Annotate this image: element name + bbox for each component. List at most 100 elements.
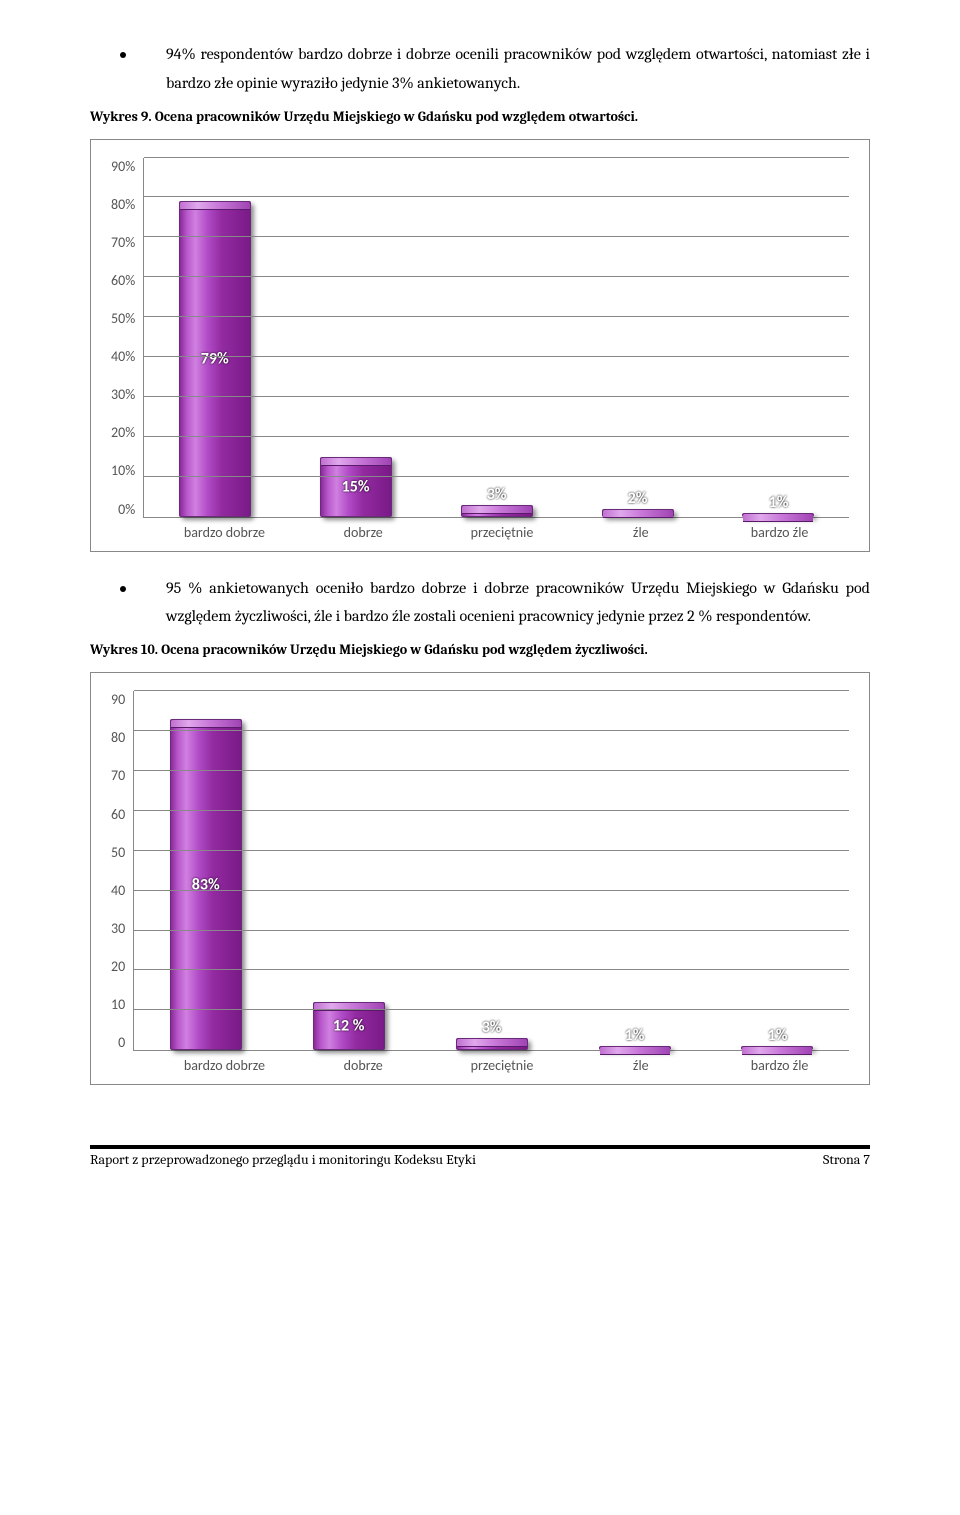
chart-2-bar-wrap: 1% bbox=[740, 691, 814, 1050]
chart-1-inner: 90%80%70%60%50%40%30%20%10%0% 79%15%3%2%… bbox=[111, 158, 849, 518]
chart-2-y-tick: 40 bbox=[111, 882, 125, 899]
footer-right-text: Strona 7 bbox=[823, 1151, 870, 1168]
chart-2-bars: 83% 12 % 3% 1% 1% bbox=[134, 691, 849, 1050]
chart-2-x-tick: przeciętnie bbox=[433, 1057, 572, 1074]
chart-2-bar-value-label: 83% bbox=[171, 875, 241, 894]
chart-2-bar-wrap: 83% bbox=[169, 691, 243, 1050]
chart-1-bar-column: 2% bbox=[567, 158, 708, 517]
chart-2-y-tick: 30 bbox=[111, 920, 125, 937]
chart-2-bar-wrap: 3% bbox=[455, 691, 529, 1050]
chart-1-y-tick: 60% bbox=[111, 272, 135, 289]
chart-2-bar: 1% bbox=[741, 1046, 813, 1050]
chart-2-bar-column: 83% bbox=[134, 691, 277, 1050]
chart-1-x-tick: bardzo źle bbox=[710, 524, 849, 541]
chart-2-y-tick: 20 bbox=[111, 958, 125, 975]
chart-1-bar-value-label: 2% bbox=[603, 489, 673, 510]
chart-2-bar-column: 12 % bbox=[277, 691, 420, 1050]
chart-1-bar-wrap: 3% bbox=[460, 158, 534, 517]
chart-1-bar-wrap: 79% bbox=[178, 158, 252, 517]
chart-2-y-tick: 0 bbox=[118, 1034, 125, 1051]
chart-2-gridline bbox=[134, 890, 849, 891]
chart-2-gridline bbox=[134, 930, 849, 931]
chart-1-caption: Wykres 9. Ocena pracowników Urzędu Miejs… bbox=[90, 108, 870, 125]
chart-2-gridline bbox=[134, 969, 849, 970]
chart-1-gridline bbox=[144, 356, 849, 357]
chart-1: 90%80%70%60%50%40%30%20%10%0% 79%15%3%2%… bbox=[90, 139, 870, 552]
chart-2-bar-value-label: 12 % bbox=[314, 1017, 384, 1036]
chart-2-gridline bbox=[134, 850, 849, 851]
chart-1-bar-fill: 79% bbox=[179, 201, 251, 516]
chart-1-gridline bbox=[144, 236, 849, 237]
chart-1-gridline bbox=[144, 276, 849, 277]
page-footer: Raport z przeprowadzonego przeglądu i mo… bbox=[90, 1145, 870, 1168]
chart-2-gridline bbox=[134, 690, 849, 691]
chart-1-bar-bevel bbox=[462, 506, 532, 514]
chart-1-x-tick: bardzo dobrze bbox=[155, 524, 294, 541]
bullet-icon bbox=[120, 52, 126, 58]
chart-2-bar-wrap: 1% bbox=[598, 691, 672, 1050]
chart-1-bar-column: 79% bbox=[144, 158, 285, 517]
chart-2-y-tick: 80 bbox=[111, 729, 125, 746]
chart-2-x-tick: źle bbox=[571, 1057, 710, 1074]
paragraph-2: 95 % ankietowanych oceniło bardzo dobrze… bbox=[90, 574, 870, 632]
chart-1-bar-column: 1% bbox=[708, 158, 849, 517]
chart-2-bar-value-label: 1% bbox=[742, 1026, 812, 1047]
chart-2-bar-bevel bbox=[457, 1039, 527, 1047]
chart-2-bar: 83% bbox=[170, 719, 242, 1050]
chart-2-bar-bevel bbox=[600, 1047, 670, 1055]
chart-2-bar-value-label: 1% bbox=[600, 1026, 670, 1047]
chart-2-bar-bevel bbox=[742, 1047, 812, 1055]
chart-1-gridline bbox=[144, 196, 849, 197]
chart-1-bar-bevel bbox=[603, 510, 673, 518]
chart-1-x-tick: przeciętnie bbox=[433, 524, 572, 541]
chart-2-y-axis: 9080706050403020100 bbox=[111, 691, 133, 1051]
footer-left-text: Raport z przeprowadzonego przeglądu i mo… bbox=[90, 1151, 476, 1168]
chart-1-y-tick: 0% bbox=[118, 501, 135, 518]
chart-2-y-tick: 90 bbox=[111, 691, 125, 708]
chart-1-bar-bevel bbox=[321, 458, 391, 466]
chart-1-gridline bbox=[144, 436, 849, 437]
chart-1-bar-wrap: 15% bbox=[319, 158, 393, 517]
chart-2-x-tick: bardzo źle bbox=[710, 1057, 849, 1074]
chart-1-bar-fill: 3% bbox=[461, 505, 533, 517]
chart-2-gridline bbox=[134, 730, 849, 731]
chart-2-x-tick: dobrze bbox=[294, 1057, 433, 1074]
chart-2-y-tick: 60 bbox=[111, 806, 125, 823]
chart-2-bar-column: 3% bbox=[420, 691, 563, 1050]
chart-2-y-tick: 70 bbox=[111, 767, 125, 784]
paragraph-1-text: 94% respondentów bardzo dobrze i dobrze … bbox=[166, 40, 870, 98]
chart-2-caption: Wykres 10. Ocena pracowników Urzędu Miej… bbox=[90, 641, 870, 658]
chart-1-bar-fill: 2% bbox=[602, 509, 674, 517]
paragraph-2-text: 95 % ankietowanych oceniło bardzo dobrze… bbox=[166, 574, 870, 632]
chart-1-y-tick: 20% bbox=[111, 424, 135, 441]
chart-1-bar: 2% bbox=[602, 509, 674, 517]
chart-1-bar: 79% bbox=[179, 201, 251, 516]
chart-2-x-tick: bardzo dobrze bbox=[155, 1057, 294, 1074]
chart-1-y-tick: 80% bbox=[111, 196, 135, 213]
chart-1-bar-wrap: 2% bbox=[601, 158, 675, 517]
chart-2-gridline bbox=[134, 1009, 849, 1010]
chart-1-bar-column: 15% bbox=[285, 158, 426, 517]
chart-1-bar: 15% bbox=[320, 457, 392, 517]
chart-2-bar: 3% bbox=[456, 1038, 528, 1050]
footer-divider bbox=[90, 1145, 870, 1149]
chart-1-plot: 79% 15% 3% 2% 1% bbox=[143, 158, 849, 518]
paragraph-1: 94% respondentów bardzo dobrze i dobrze … bbox=[90, 40, 870, 98]
chart-1-bar-value-label: 3% bbox=[462, 485, 532, 506]
chart-1-bar-fill: 1% bbox=[742, 513, 814, 517]
chart-1-bars: 79% 15% 3% 2% 1% bbox=[144, 158, 849, 517]
chart-2-y-tick: 50 bbox=[111, 844, 125, 861]
chart-1-y-tick: 40% bbox=[111, 348, 135, 365]
chart-2-bar-fill: 1% bbox=[599, 1046, 671, 1050]
chart-1-bar-wrap: 1% bbox=[741, 158, 815, 517]
bullet-icon bbox=[120, 586, 126, 592]
chart-2: 9080706050403020100 83%12 %3%1%1% bardzo… bbox=[90, 672, 870, 1085]
chart-2-bar-column: 1% bbox=[706, 691, 849, 1050]
chart-1-bar: 1% bbox=[742, 513, 814, 517]
chart-1-x-tick: źle bbox=[571, 524, 710, 541]
chart-1-bar-fill: 15% bbox=[320, 457, 392, 517]
chart-2-gridline bbox=[134, 770, 849, 771]
chart-1-gridline bbox=[144, 316, 849, 317]
chart-2-gridline bbox=[134, 810, 849, 811]
chart-1-y-tick: 30% bbox=[111, 386, 135, 403]
